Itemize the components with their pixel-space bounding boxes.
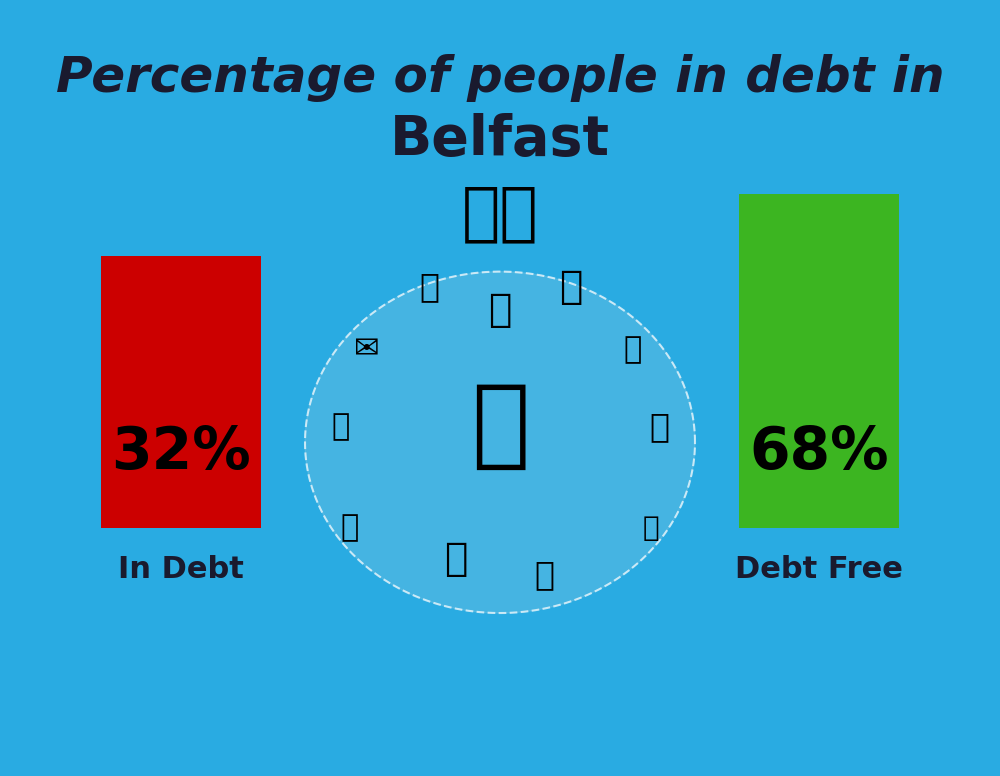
- Text: 🦅: 🦅: [419, 271, 439, 303]
- Text: 32%: 32%: [111, 424, 251, 481]
- Text: 🇬🇧: 🇬🇧: [462, 182, 538, 244]
- FancyBboxPatch shape: [739, 194, 899, 528]
- Text: 🏦: 🏦: [471, 380, 529, 473]
- Text: 68%: 68%: [749, 424, 889, 481]
- Text: 💵: 💵: [534, 558, 554, 591]
- Text: 💰: 💰: [488, 292, 512, 329]
- Text: 🔷: 🔷: [331, 412, 350, 442]
- Text: Debt Free: Debt Free: [735, 555, 903, 584]
- Text: 📱: 📱: [624, 334, 642, 364]
- Text: Belfast: Belfast: [390, 113, 610, 167]
- FancyBboxPatch shape: [101, 256, 261, 528]
- Text: Percentage of people in debt in: Percentage of people in debt in: [56, 54, 944, 102]
- Text: In Debt: In Debt: [118, 555, 244, 584]
- Text: 🚗: 🚗: [444, 540, 467, 577]
- Text: ✉️: ✉️: [354, 334, 380, 364]
- Text: 🏠: 🏠: [559, 268, 583, 306]
- Text: 💼: 💼: [340, 513, 358, 542]
- Circle shape: [305, 272, 695, 613]
- Text: 🎓: 🎓: [650, 411, 670, 443]
- Text: 🔐: 🔐: [642, 514, 659, 542]
